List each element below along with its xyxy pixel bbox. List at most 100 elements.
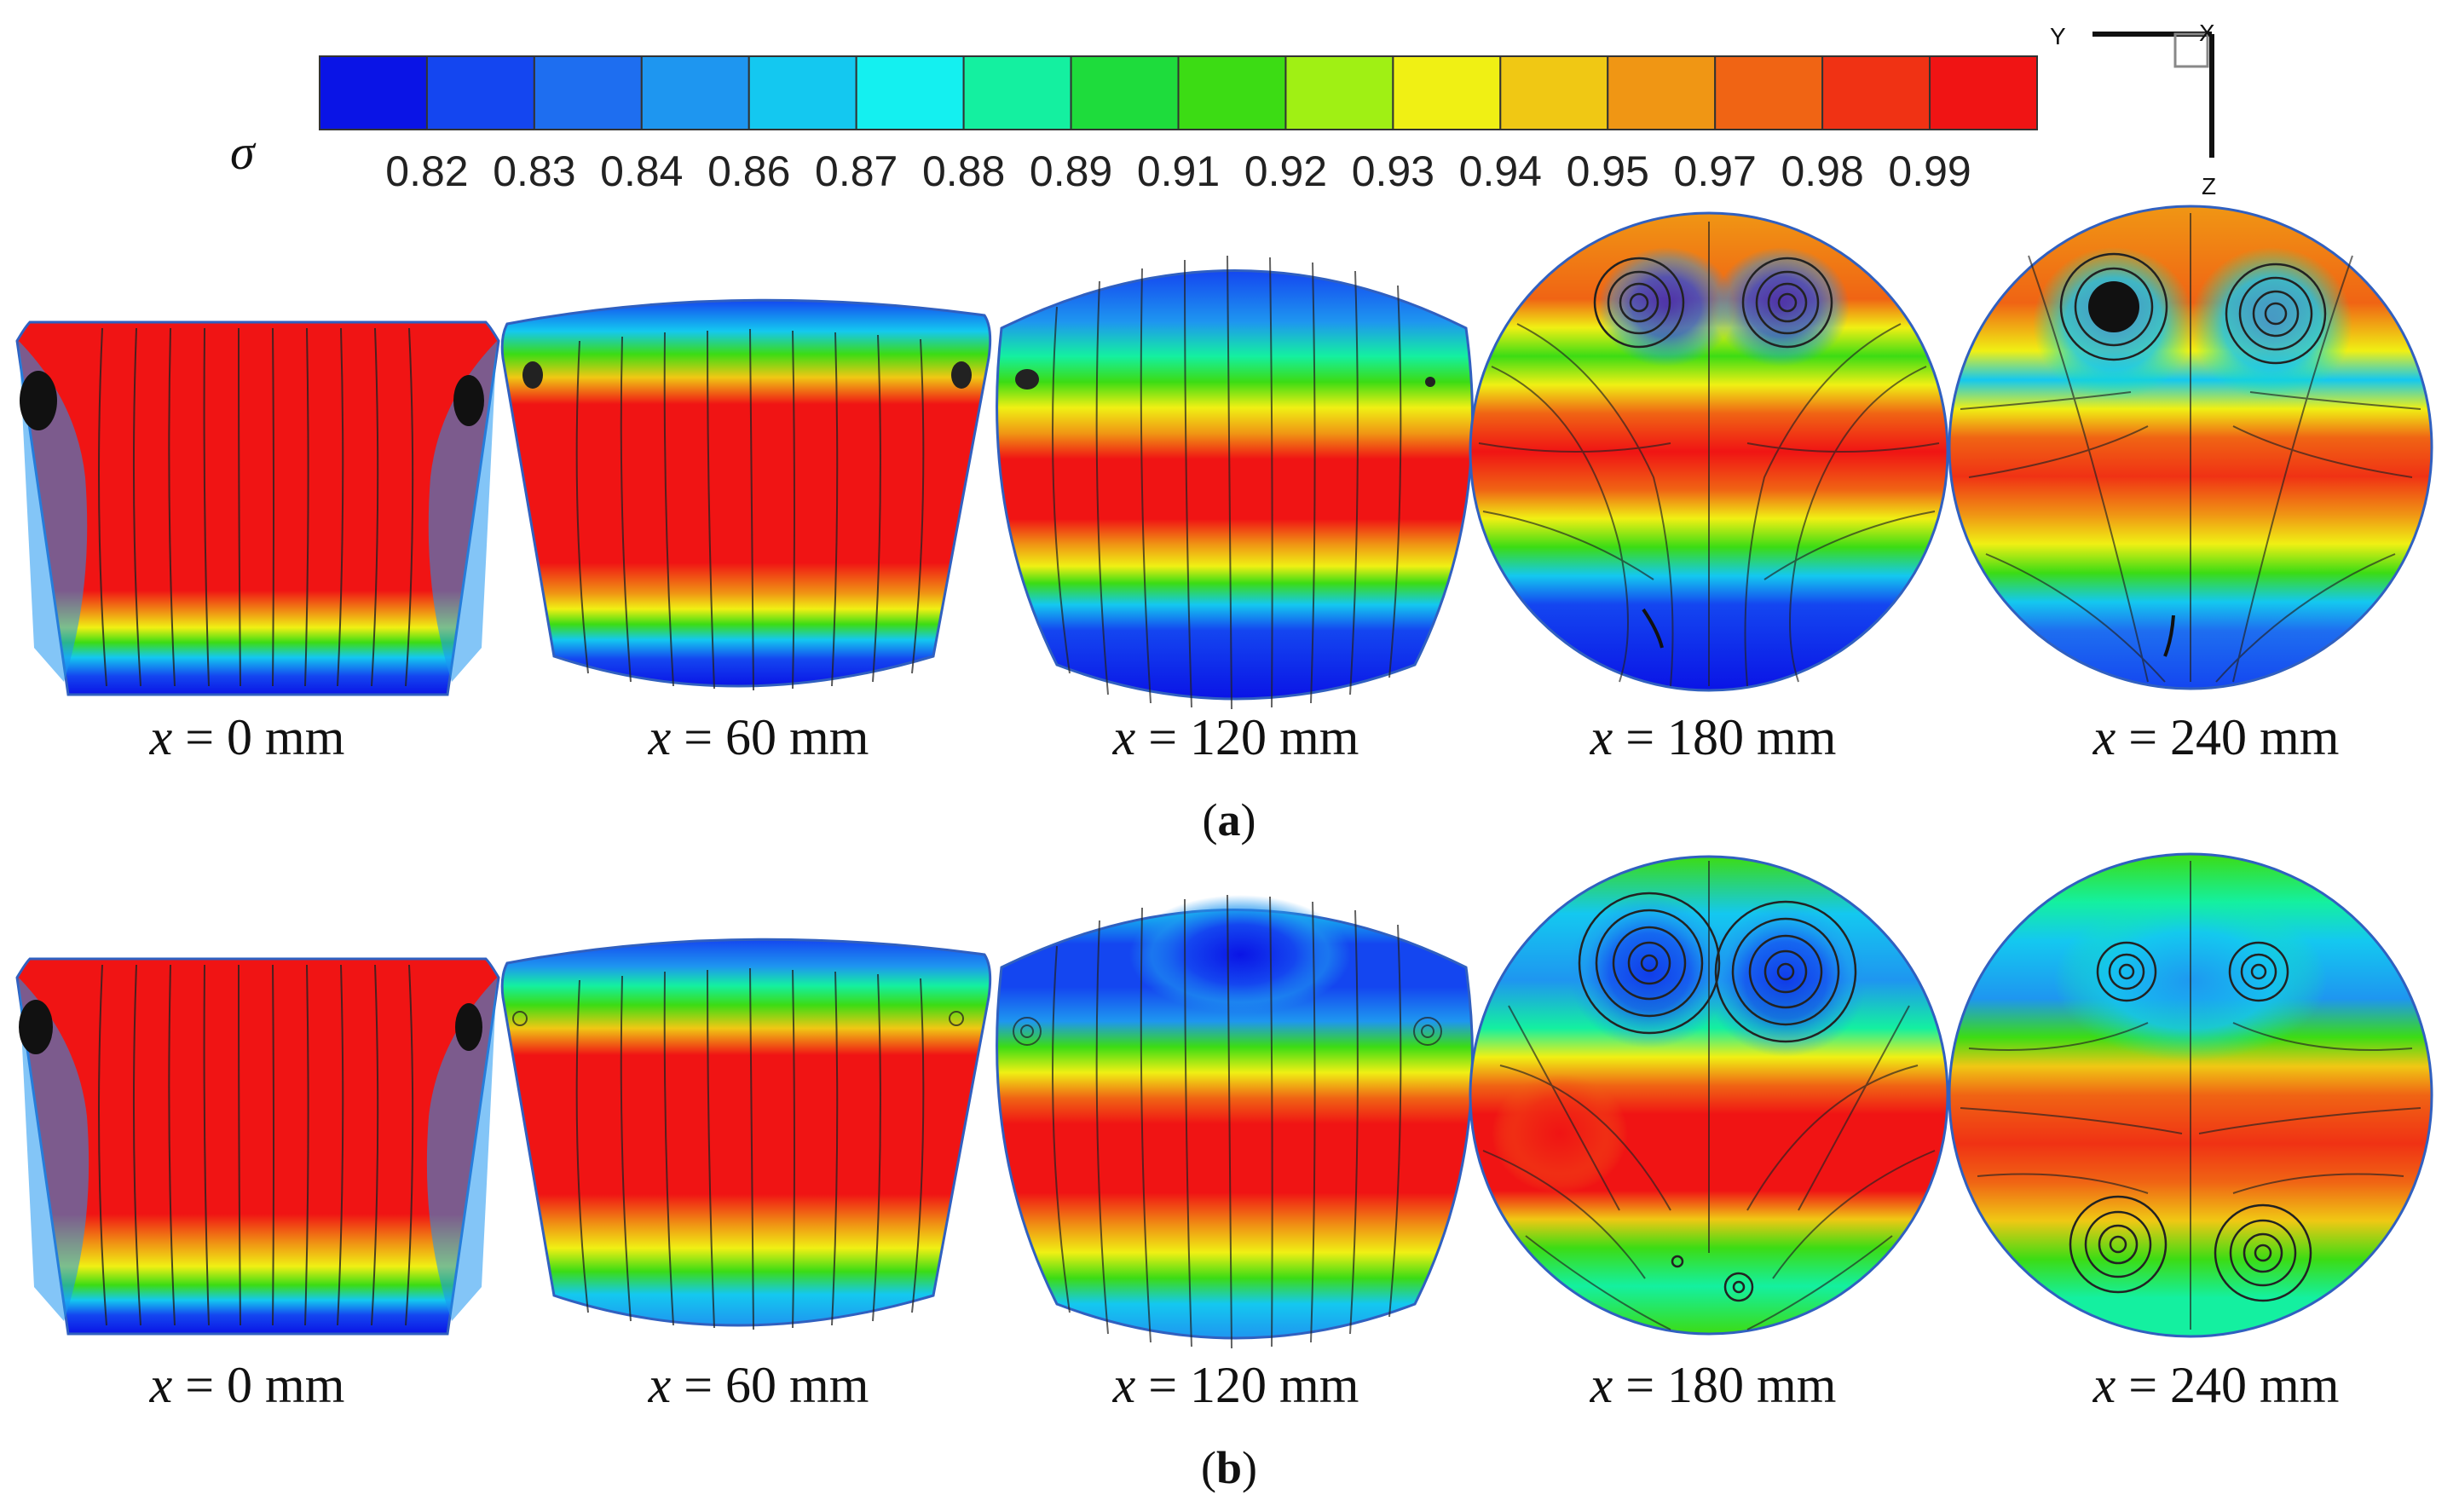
colorbar-tick-label: 0.86 (707, 147, 790, 195)
axis-corner (2173, 32, 2209, 68)
contour-field (500, 298, 992, 688)
colorbar-tick-label: 0.88 (922, 147, 1005, 195)
vortex-core (1015, 369, 1039, 390)
colorbar-swatch (1177, 55, 1287, 130)
colorbar-swatch (533, 55, 643, 130)
colorbar-tick-label: 0.82 (385, 147, 468, 195)
colorbar-tick-label: 0.87 (815, 147, 898, 195)
vortex-core (2088, 281, 2139, 332)
vortex (1578, 892, 1857, 1302)
row-b: x = 0 mm x = 60 mm x = 120 mm x = 180 mm x =… (15, 852, 2433, 1493)
panel-label: x = 240 mm (2092, 709, 2340, 765)
colorbar-swatch (1929, 55, 2038, 130)
streamlines (1478, 222, 1940, 687)
blue-side-right (428, 341, 497, 682)
colorbar-swatch (1607, 55, 1717, 130)
streamlines (1960, 861, 2421, 1330)
contour-panel (500, 938, 992, 1330)
vortex (1593, 257, 1833, 349)
colorbar-tick-label: 0.89 (1030, 147, 1112, 195)
contour-panel (500, 298, 992, 691)
colorbar-swatch (1714, 55, 1824, 130)
colorbar-tick-label: 0.92 (1244, 147, 1327, 195)
blue-side-left (19, 978, 89, 1321)
blue-side-right (426, 978, 497, 1321)
streamlines (512, 967, 964, 1330)
panel-label: x = 60 mm (648, 1357, 869, 1413)
panel-label: x = 120 mm (1112, 1357, 1359, 1413)
axis-label-x: X (2199, 20, 2215, 46)
streamlines (575, 328, 925, 691)
vortex (2069, 941, 2312, 1302)
colorbar-swatch (962, 55, 1072, 130)
contour-panel (1948, 852, 2433, 1338)
panel-label: x = 120 mm (1112, 709, 1359, 765)
streamlines (1482, 861, 1936, 1330)
vortex-core (20, 371, 57, 430)
vortex-core (522, 361, 543, 389)
colorbar-tick-label: 0.98 (1781, 147, 1863, 195)
colorbar-tick-label: 0.84 (600, 147, 683, 195)
contour-panel (15, 957, 500, 1336)
vortex-line (2163, 615, 2175, 657)
colorbar-symbol: σ (230, 124, 257, 180)
colorbar-swatch (1070, 55, 1180, 130)
contour-panel (1469, 211, 1949, 692)
streamlines (1013, 894, 1442, 1349)
panel-label: x = 60 mm (648, 709, 869, 765)
colorbar-swatch (855, 55, 965, 130)
row-a: x = 0 mm x = 60 mm x = 120 mm x = 180 mm x =… (15, 205, 2433, 845)
panel-label: x = 240 mm (2092, 1357, 2340, 1413)
vortex-line (1642, 608, 1664, 649)
colorbar-tick-label: 0.91 (1137, 147, 1220, 195)
panel-label: x = 180 mm (1590, 709, 1837, 765)
colorbar: 0.82 0.83 0.84 0.86 0.87 0.88 0.89 0.91 0.92 0.93… (230, 55, 2038, 195)
colorbar-swatch (748, 55, 857, 130)
red-region (1492, 1074, 1628, 1193)
axis-triad: Y X Z (2050, 20, 2216, 199)
colorbar-tick-label: 0.83 (493, 147, 575, 195)
streamlines (98, 327, 414, 687)
vortex-core (455, 1003, 482, 1051)
blue-region (1598, 247, 1735, 366)
contour-panel (1469, 855, 1949, 1336)
streamlines (1052, 255, 1402, 710)
vortex-core (951, 361, 972, 389)
blue-region (1713, 247, 1850, 366)
contour-panel (996, 894, 1474, 1349)
panel-label: x = 0 mm (149, 709, 345, 765)
streamlines (98, 964, 414, 1326)
blue-region (1129, 895, 1351, 1014)
vortex (2059, 252, 2327, 365)
subfigure-label-a: (a) (1203, 794, 1256, 845)
colorbar-tick-label: 0.93 (1352, 147, 1434, 195)
streamlines (1960, 213, 2421, 683)
contour-panel (996, 255, 1474, 710)
colorbar-swatch (319, 55, 428, 130)
axis-label-y: Y (2050, 23, 2066, 49)
vortex-core (1425, 377, 1435, 387)
colorbar-tick-label: 0.95 (1567, 147, 1649, 195)
colorbar-swatch (1284, 55, 1394, 130)
subfigure-label-b: (b) (1201, 1442, 1257, 1493)
colorbar-swatch (640, 55, 750, 130)
contour-field (15, 957, 500, 1336)
colorbar-swatch (425, 55, 535, 130)
colorbar-tick-label: 0.99 (1888, 147, 1971, 195)
colorbar-swatch (1392, 55, 1502, 130)
axis-label-z: Z (2202, 173, 2216, 199)
contour-field (15, 320, 500, 696)
contour-field (996, 269, 1474, 701)
vortex-core (19, 1000, 53, 1054)
contour-field (500, 938, 992, 1327)
contour-panel (15, 320, 500, 696)
colorbar-tick-label: 0.97 (1674, 147, 1757, 195)
colorbar-tick-label: 0.94 (1459, 147, 1542, 195)
colorbar-swatch (1821, 55, 1931, 130)
vortex-core (453, 375, 484, 426)
panel-label: x = 0 mm (149, 1357, 345, 1413)
colorbar-swatch (1499, 55, 1609, 130)
panel-label: x = 180 mm (1590, 1357, 1837, 1413)
contour-panel (1948, 205, 2433, 690)
